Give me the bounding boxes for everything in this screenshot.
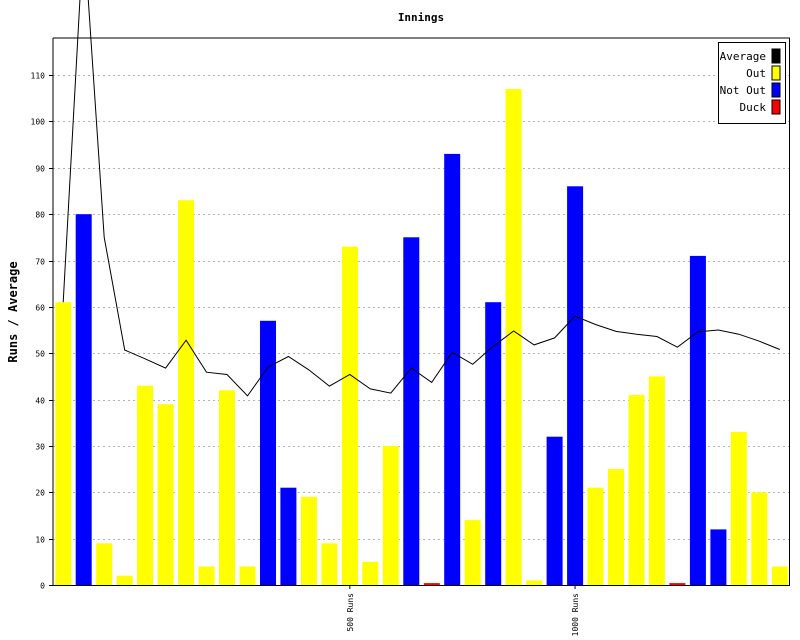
bar-innings-36 xyxy=(771,566,788,585)
bar-innings-9 xyxy=(219,390,235,585)
bar-innings-33 xyxy=(710,529,727,585)
bar-innings-15 xyxy=(341,246,358,585)
bar-innings-12 xyxy=(280,487,297,585)
bars xyxy=(55,89,788,586)
chart-title: Innings xyxy=(398,11,444,24)
y-tick-label: 40 xyxy=(35,397,45,406)
bar-innings-1 xyxy=(55,302,72,585)
bar-innings-5 xyxy=(137,385,154,585)
bar-innings-28 xyxy=(608,469,624,585)
y-tick-label: 100 xyxy=(31,118,46,127)
bar-innings-34 xyxy=(730,432,747,585)
legend-label: Average xyxy=(720,50,766,63)
bar-innings-16 xyxy=(362,561,379,585)
bar-innings-3 xyxy=(96,543,113,585)
legend-label: Not Out xyxy=(720,84,766,97)
bar-innings-29 xyxy=(628,394,645,585)
bar-innings-13 xyxy=(300,496,317,585)
bar-innings-17 xyxy=(382,445,399,585)
y-tick-label: 10 xyxy=(35,536,45,545)
legend-label: Out xyxy=(746,67,766,80)
y-axis-ticks: 0 10 20 30 40 50 60 70 80 90 100 110 xyxy=(31,72,53,591)
y-tick-label: 80 xyxy=(35,211,45,220)
bar-innings-32 xyxy=(689,255,706,585)
y-tick-label: 50 xyxy=(35,350,45,359)
legend-swatch xyxy=(771,82,781,98)
average-line xyxy=(62,0,780,397)
milestone-label: 1000 Runs xyxy=(571,593,580,637)
y-tick-label: 30 xyxy=(35,443,45,452)
bar-innings-2 xyxy=(75,214,92,585)
y-tick-label: 110 xyxy=(31,72,46,81)
legend-swatch xyxy=(771,48,781,64)
legend-label: Duck xyxy=(740,101,767,114)
bar-innings-4 xyxy=(116,575,133,585)
bar-innings-6 xyxy=(157,404,174,585)
legend: Average Out Not Out Duck xyxy=(718,42,786,124)
bar-innings-24 xyxy=(526,580,543,585)
bar-innings-20 xyxy=(444,153,461,585)
bar-innings-25 xyxy=(546,436,563,585)
y-tick-label: 70 xyxy=(35,258,45,267)
bar-innings-26 xyxy=(567,186,584,586)
bar-innings-21 xyxy=(464,520,481,585)
bar-innings-8 xyxy=(198,566,215,585)
average-line-group xyxy=(62,0,780,397)
bar-innings-31 xyxy=(669,583,686,585)
plot-frame xyxy=(52,37,790,586)
legend-swatch xyxy=(771,99,781,115)
bar-innings-19 xyxy=(423,583,440,585)
bar-innings-11 xyxy=(260,320,276,585)
bar-innings-35 xyxy=(751,492,768,585)
milestone-label: 500 Runs xyxy=(346,593,355,632)
bar-innings-14 xyxy=(321,543,338,585)
y-tick-label: 60 xyxy=(35,304,45,313)
y-tick-label: 90 xyxy=(35,165,45,174)
bar-innings-10 xyxy=(239,566,256,585)
bar-innings-23 xyxy=(505,89,522,585)
y-axis-label: Runs / Average xyxy=(6,261,20,362)
legend-swatch xyxy=(771,65,781,81)
y-tick-label: 20 xyxy=(35,489,45,498)
bar-innings-27 xyxy=(587,487,604,585)
bar-innings-22 xyxy=(485,302,502,585)
y-tick-label: 0 xyxy=(40,582,45,591)
bar-innings-7 xyxy=(178,200,195,585)
bar-innings-18 xyxy=(403,237,420,586)
bar-innings-30 xyxy=(648,376,665,585)
